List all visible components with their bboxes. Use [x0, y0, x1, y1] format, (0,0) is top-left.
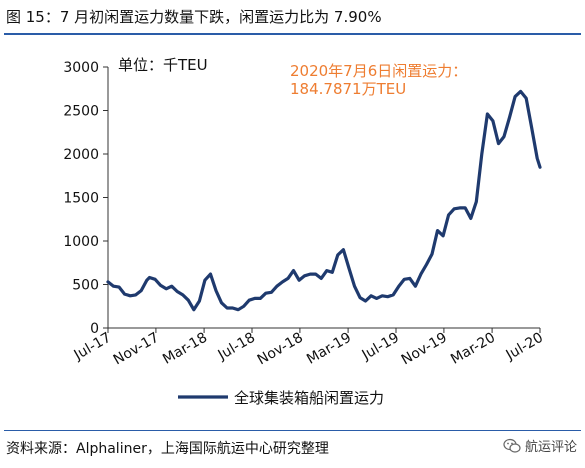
annotation-line-2: 184.7871万TEU — [290, 80, 406, 98]
x-tick-label: Jul-20 — [503, 330, 546, 364]
line-chart: 0 500 1000 1500 2000 2500 3000 Jul-17Nov-17Mar… — [63, 56, 546, 407]
unit-label: 单位：千TEU — [118, 56, 208, 74]
x-tick-label: Jul-19 — [359, 330, 402, 364]
y-tick-label: 500 — [72, 278, 99, 294]
y-axis-ticks: 0 500 1000 1500 2000 2500 3000 — [63, 60, 108, 337]
x-tick-label: Nov-19 — [399, 330, 450, 369]
y-tick-label: 1000 — [63, 234, 99, 250]
x-tick-label: Nov-17 — [111, 330, 162, 369]
y-tick-label: 0 — [90, 321, 99, 337]
x-tick-label: Nov-18 — [255, 330, 306, 369]
x-tick-label: Mar-18 — [160, 330, 210, 368]
wechat-icon — [503, 438, 521, 453]
watermark: 航运评论 — [503, 436, 577, 455]
y-tick-label: 1500 — [63, 191, 99, 207]
series-line-idle-capacity — [106, 89, 542, 312]
source-note: 资料来源：Alphaliner，上海国际航运中心研究整理 — [6, 441, 329, 457]
figure-title: 图 15：7 月初闲置运力数量下跌，闲置运力比为 7.90% — [6, 8, 382, 26]
legend-label: 全球集装箱船闲置运力 — [234, 389, 384, 407]
x-tick-label: Jul-18 — [215, 330, 258, 364]
x-tick-label: Mar-19 — [304, 330, 354, 368]
y-tick-label: 2500 — [63, 104, 99, 120]
y-tick-label: 3000 — [63, 60, 99, 76]
y-tick-label: 2000 — [63, 147, 99, 163]
annotation-line-1: 2020年7月6日闲置运力： — [290, 62, 467, 80]
footer-divider — [4, 430, 581, 431]
x-tick-label: Mar-20 — [448, 330, 498, 368]
title-divider — [4, 33, 581, 35]
chart-area: 0 500 1000 1500 2000 2500 3000 Jul-17 Nov-17 Mar… — [0, 40, 585, 430]
watermark-text: 航运评论 — [524, 440, 577, 455]
legend: 全球集装箱船闲置运力 — [178, 389, 384, 407]
